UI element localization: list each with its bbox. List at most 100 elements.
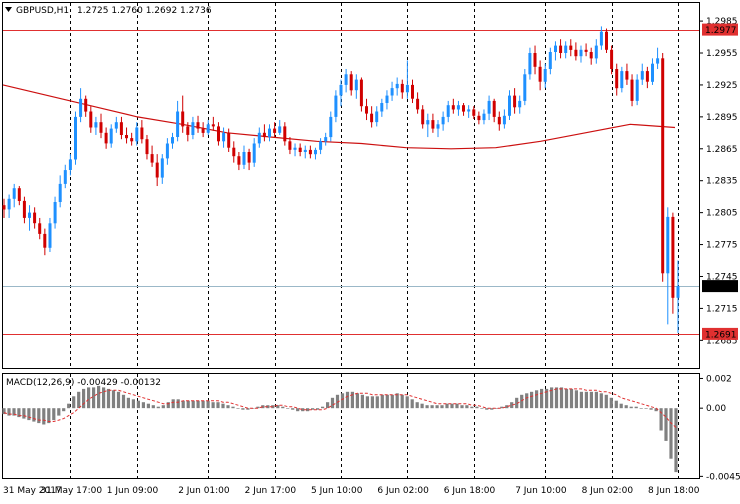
candle-body <box>661 58 665 274</box>
symbol-label: GBPUSD,H1 <box>16 6 69 16</box>
candle-body <box>227 132 231 148</box>
last-price-tag-bg <box>702 280 738 293</box>
macd-histogram-bar <box>335 394 340 409</box>
hline-price-tag: 1.2691 <box>705 330 737 340</box>
price-axis-label: 1.2865 <box>706 145 738 155</box>
macd-histogram-bar <box>72 396 76 409</box>
candle-body <box>472 109 476 116</box>
candle-body <box>186 126 190 135</box>
macd-axis-label: 0.00 <box>706 404 726 414</box>
price-axis-label: 1.2685 <box>706 336 738 346</box>
candle-body <box>640 71 644 80</box>
macd-histogram-bar <box>554 387 559 409</box>
candle-body <box>329 116 333 138</box>
macd-histogram-bar <box>12 408 16 416</box>
candle-body <box>150 154 154 163</box>
candle-body <box>114 122 118 129</box>
macd-histogram-bar <box>321 406 325 409</box>
macd-histogram-bar <box>569 388 574 409</box>
macd-histogram-bar <box>619 403 623 409</box>
candle-body <box>181 111 185 127</box>
macd-histogram-bar <box>405 396 409 409</box>
macd-histogram-bar <box>121 394 126 409</box>
candle-body <box>324 137 328 142</box>
macd-histogram-bar <box>146 403 150 409</box>
candle-body <box>63 170 67 184</box>
candle-body <box>303 149 307 152</box>
macd-histogram-bar <box>664 408 668 441</box>
macd-histogram-bar <box>430 405 434 409</box>
candle-body <box>487 100 491 114</box>
price-axis-label: 1.2955 <box>706 49 738 59</box>
candle-body <box>467 109 471 112</box>
candle-body <box>523 74 527 101</box>
macd-histogram-bar <box>311 408 315 410</box>
macd-histogram-bar <box>674 408 678 473</box>
candle-body <box>528 53 532 75</box>
macd-histogram-bar <box>62 408 66 412</box>
macd-histogram-bar <box>206 400 210 409</box>
macd-histogram-bar <box>385 394 389 409</box>
macd-histogram-bar <box>226 405 230 409</box>
candle-body <box>359 79 363 107</box>
candle-body <box>518 100 522 108</box>
macd-histogram-bar <box>520 394 524 409</box>
candle-body <box>217 126 220 142</box>
candle-body <box>201 128 205 133</box>
candle-body <box>74 116 77 160</box>
candle-body <box>257 132 261 144</box>
macd-histogram-bar <box>475 406 479 409</box>
macd-histogram-bar <box>460 405 464 409</box>
candle-body <box>268 128 271 138</box>
macd-histogram-bar <box>92 387 96 409</box>
candle-body <box>548 52 552 69</box>
candle-body <box>421 109 425 125</box>
candle-body <box>456 105 460 110</box>
macd-signal-line <box>3 388 677 428</box>
candle-body <box>666 216 670 274</box>
time-axis-label: 8 Jun 02:00 <box>582 486 634 496</box>
candle-body <box>400 83 404 93</box>
candle-body <box>411 84 414 99</box>
candle-body <box>416 98 420 110</box>
macd-histogram-bar <box>669 408 673 459</box>
candle-body <box>283 126 287 142</box>
candle-body <box>211 124 215 127</box>
candle-body <box>104 132 108 144</box>
candle-body <box>405 84 409 93</box>
candle-body <box>308 149 312 155</box>
candle-body <box>314 149 317 155</box>
candle-body <box>89 111 93 128</box>
last-price-tag: 1.2736 <box>705 283 737 293</box>
macd-histogram-bar <box>375 396 379 409</box>
candle-body <box>569 45 573 50</box>
macd-histogram-bar <box>395 393 399 409</box>
time-axis-label: 6 Jun 18:00 <box>444 486 496 496</box>
macd-histogram-bar <box>535 390 539 409</box>
macd-histogram-bar <box>559 387 564 409</box>
macd-histogram-bar <box>156 406 160 409</box>
macd-histogram-bar <box>111 390 116 409</box>
time-axis-label: 6 Jun 02:00 <box>377 486 429 496</box>
candle-body <box>206 124 210 133</box>
macd-histogram-bar <box>540 388 544 409</box>
candle-body <box>125 135 128 139</box>
candle-body <box>385 95 389 103</box>
macd-histogram-bar <box>490 408 494 410</box>
ohlc-label: 1.2725 1.2760 1.2692 1.2736 <box>77 6 212 16</box>
macd-histogram-bar <box>296 408 300 412</box>
candle-body <box>380 103 384 112</box>
macd-histogram-bar <box>515 397 519 409</box>
macd-histogram-bar <box>550 387 554 409</box>
macd-histogram-bar <box>301 408 305 412</box>
candle-body <box>370 113 374 123</box>
macd-histogram-bar <box>231 406 235 409</box>
macd-histogram-bar <box>67 403 71 409</box>
candle-body <box>145 139 149 155</box>
macd-histogram-bar <box>266 405 270 409</box>
candle-body <box>635 79 639 101</box>
macd-histogram-bar <box>365 396 369 409</box>
macd-histogram-bar <box>37 408 41 424</box>
triangle-down-icon[interactable] <box>5 7 12 12</box>
